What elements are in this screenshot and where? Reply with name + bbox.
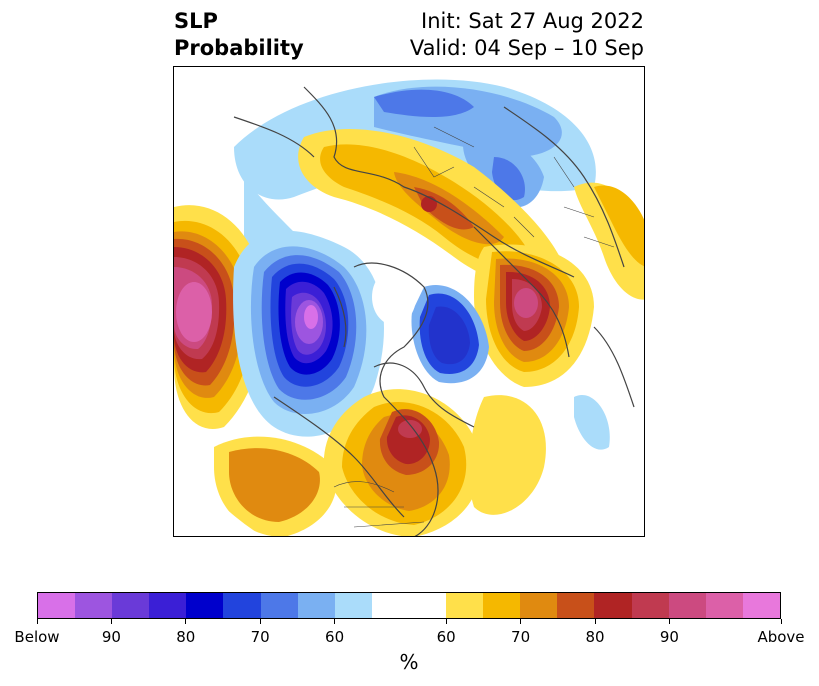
colorbar-tick-label: 80 <box>585 628 605 646</box>
map-canvas <box>174 67 644 536</box>
title-line-2: Probability <box>174 36 304 60</box>
colorbar-tick-label: 60 <box>436 628 456 646</box>
colorbar-tick-label: 80 <box>176 628 196 646</box>
colorbar-tick-mark <box>185 619 187 624</box>
colorbar-below-segment <box>260 593 298 618</box>
colorbar-tick-label: 70 <box>511 628 531 646</box>
probability-field <box>174 67 644 536</box>
colorbar-below-segment <box>186 593 224 618</box>
colorbar-tick-label: Above <box>757 628 805 646</box>
colorbar-tick-mark <box>520 619 522 624</box>
colorbar-tick-label: 70 <box>250 628 270 646</box>
colorbar-tick-mark <box>445 619 447 624</box>
colorbar-tick-mark <box>259 619 261 624</box>
colorbar-tick-mark <box>36 619 38 624</box>
colorbar-above-segment <box>557 593 595 618</box>
colorbar-below-segment <box>334 593 372 618</box>
colorbar-below-segment <box>75 593 113 618</box>
colorbar-neutral-segment <box>371 593 447 618</box>
colorbar-below-segment <box>223 593 261 618</box>
chart-title: SLP Probability <box>174 8 304 62</box>
colorbar-below-segment <box>297 593 335 618</box>
colorbar <box>37 592 781 619</box>
colorbar-tick-mark <box>780 619 782 624</box>
colorbar-tick-label: 90 <box>101 628 121 646</box>
colorbar-unit-label: % <box>399 650 419 674</box>
colorbar-above-segment <box>705 593 743 618</box>
colorbar-above-segment <box>520 593 558 618</box>
title-line-1: SLP <box>174 9 218 33</box>
colorbar-above-segment <box>483 593 521 618</box>
colorbar-above-segment <box>742 593 780 618</box>
colorbar-tick-label: 60 <box>325 628 345 646</box>
colorbar-tick-mark <box>594 619 596 624</box>
init-date: Init: Sat 27 Aug 2022 <box>421 9 644 33</box>
date-info: Init: Sat 27 Aug 2022 Valid: 04 Sep – 10… <box>410 8 644 62</box>
colorbar-tick-label: Below <box>14 628 60 646</box>
colorbar-below-segment <box>149 593 187 618</box>
colorbar-below-segment <box>112 593 150 618</box>
coastlines <box>233 86 635 536</box>
colorbar-tick-mark <box>334 619 336 624</box>
colorbar-tick-mark <box>110 619 112 624</box>
colorbar-tick-label: 90 <box>659 628 679 646</box>
colorbar-above-segment <box>631 593 669 618</box>
colorbar-above-segment <box>446 593 484 618</box>
valid-range: Valid: 04 Sep – 10 Sep <box>409 36 644 60</box>
probability-map <box>173 66 645 537</box>
colorbar-below-segment <box>38 593 76 618</box>
colorbar-above-segment <box>594 593 632 618</box>
colorbar-tick-mark <box>668 619 670 624</box>
colorbar-above-segment <box>668 593 706 618</box>
borders <box>333 126 615 528</box>
